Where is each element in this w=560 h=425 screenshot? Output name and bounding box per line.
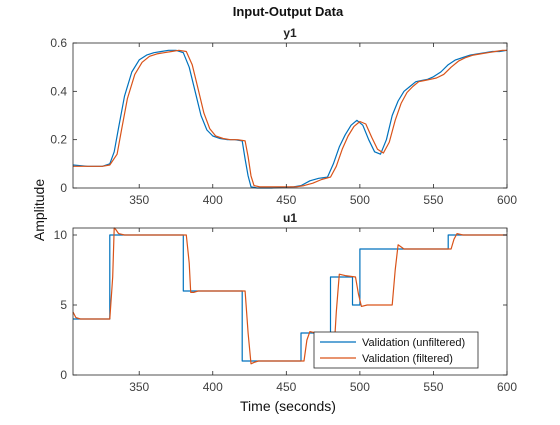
u1-xtick-label: 600: [497, 380, 517, 394]
u1-axes-frame: [72, 227, 508, 376]
y1-xtick-label: 600: [497, 193, 517, 207]
y1-xtick-label: 550: [423, 193, 443, 207]
legend-label-unfiltered: Validation (unfiltered): [362, 337, 465, 349]
u1-ytick-label: 0: [60, 368, 67, 382]
u1-xtick-label: 450: [276, 380, 296, 394]
legend-box: [313, 331, 479, 369]
u1-xtick-label: 500: [350, 380, 370, 394]
y1-xtick-label: 400: [203, 193, 223, 207]
y1-axes-frame: [72, 42, 508, 189]
y1-ytick-label: 0.4: [50, 84, 67, 98]
u1-xtick-label: 350: [129, 380, 149, 394]
u1-xtick-label: 550: [423, 380, 443, 394]
y1-subplot-title: y1: [283, 26, 297, 40]
u1-ytick-label: 5: [60, 298, 67, 312]
y1-axes: y1 350 400 450 500 550 600 0 0.2 0.4 0.6: [50, 26, 517, 207]
x-axis-label: Time (seconds): [240, 398, 336, 414]
y1-series-unfiltered-line: [72, 49, 508, 189]
u1-xtick-label: 400: [203, 380, 223, 394]
legend-label-filtered: Validation (filtered): [362, 353, 453, 365]
y1-xtick-label: 350: [129, 193, 149, 207]
u1-subplot-title: u1: [283, 211, 297, 225]
y1-xtick-label: 450: [276, 193, 296, 207]
y-axis-label: Amplitude: [31, 179, 47, 241]
y1-series-filtered-line: [73, 49, 507, 188]
y1-ytick-label: 0.2: [50, 133, 67, 147]
y1-ytick-label: 0: [60, 181, 67, 195]
u1-ytick-label: 10: [54, 228, 68, 242]
legend: Validation (unfiltered) Validation (filt…: [313, 331, 479, 369]
figure-title: Input-Output Data: [233, 4, 344, 19]
y1-xtick-label: 500: [350, 193, 370, 207]
y1-ytick-label: 0.6: [50, 36, 67, 50]
u1-series-filtered-line: [72, 227, 507, 365]
